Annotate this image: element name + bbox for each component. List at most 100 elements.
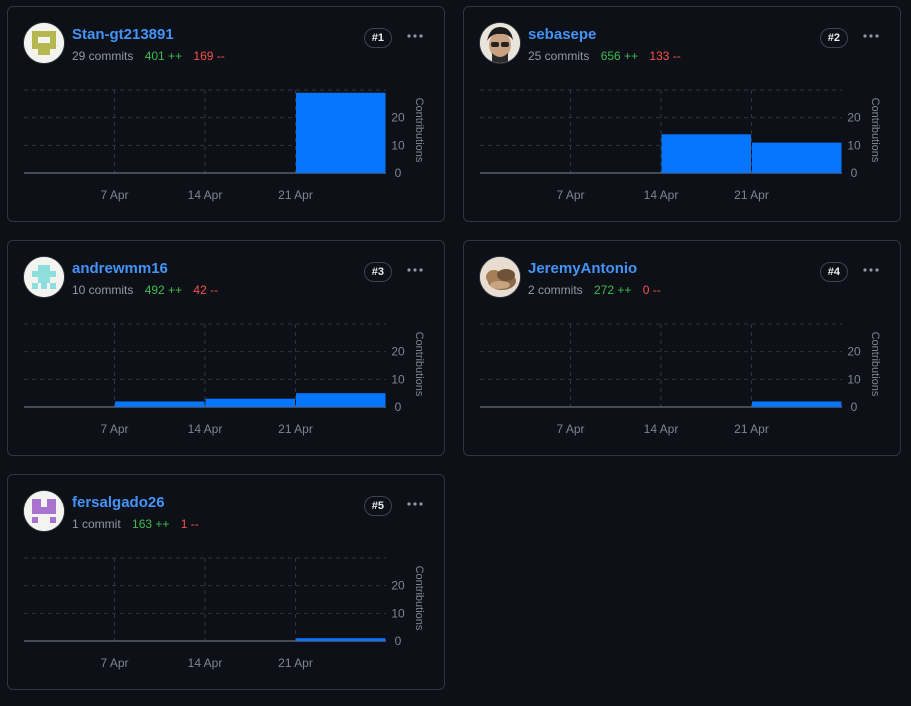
additions-count: 163 ++ <box>132 517 170 531</box>
additions-count: 656 ++ <box>600 49 639 63</box>
contributor-card: fersalgado26 1 commit 163 ++ 1 -- #5 7 A… <box>7 474 445 690</box>
x-tick-label: 21 Apr <box>278 188 313 202</box>
y-tick-label: 0 <box>395 166 402 180</box>
rank-badge: #5 <box>363 496 392 516</box>
x-tick-label: 7 Apr <box>100 656 128 670</box>
y-tick-label: 10 <box>391 606 405 620</box>
contribution-bar <box>296 393 386 407</box>
contributor-card: andrewmm16 10 commits 492 ++ 42 -- #3 7 … <box>7 240 445 456</box>
commit-count: 10 commits <box>72 283 134 297</box>
contributions-chart: 7 Apr 14 Apr 21 Apr 0 10 20 Contributions <box>24 323 425 436</box>
contributor-username[interactable]: andrewmm16 <box>72 260 168 277</box>
more-options-button[interactable] <box>400 25 430 47</box>
additions-count: 401 ++ <box>144 49 183 63</box>
identicon-cyan-icon <box>24 257 64 297</box>
y-tick-label: 0 <box>851 166 858 180</box>
user-photo-icon <box>480 23 520 63</box>
kebab-horizontal-icon <box>863 268 879 272</box>
contributor-stats: 10 commits 492 ++ 42 -- <box>72 283 218 297</box>
rank-badge: #1 <box>363 28 392 48</box>
x-tick-label: 7 Apr <box>100 188 128 202</box>
contribution-bar <box>205 398 295 407</box>
y-tick-label: 10 <box>847 372 861 386</box>
kebab-horizontal-icon <box>407 34 423 38</box>
contributor-username[interactable]: Stan-gt213891 <box>72 26 174 43</box>
contributor-card: sebasepe 25 commits 656 ++ 133 -- #2 7 A… <box>463 6 901 222</box>
contributor-stats: 2 commits 272 ++ 0 -- <box>528 283 661 297</box>
contributor-username[interactable]: JeremyAntonio <box>528 260 638 277</box>
contributor-stats: 29 commits 401 ++ 169 -- <box>72 49 225 63</box>
commit-count: 29 commits <box>72 49 134 63</box>
avatar[interactable] <box>480 23 520 63</box>
contributor-username[interactable]: sebasepe <box>528 26 597 43</box>
x-tick-label: 7 Apr <box>556 188 584 202</box>
y-axis-label: Contributions <box>869 332 881 397</box>
user-photo-icon <box>480 257 520 297</box>
additions-count: 272 ++ <box>594 283 632 297</box>
more-options-button[interactable] <box>856 25 886 47</box>
avatar[interactable] <box>24 257 64 297</box>
y-axis-label: Contributions <box>413 566 425 631</box>
contribution-bar <box>752 401 842 407</box>
kebab-horizontal-icon <box>863 34 879 38</box>
y-tick-label: 0 <box>395 634 402 648</box>
deletions-count: 133 -- <box>649 49 681 63</box>
x-tick-label: 21 Apr <box>278 422 313 436</box>
more-options-button[interactable] <box>400 493 430 515</box>
y-tick-label: 0 <box>851 400 858 414</box>
rank-badge: #2 <box>819 28 848 48</box>
x-tick-label: 7 Apr <box>556 422 584 436</box>
contribution-bar <box>296 92 386 173</box>
avatar[interactable] <box>24 491 64 531</box>
avatar[interactable] <box>24 23 64 63</box>
contributions-chart: 7 Apr 14 Apr 21 Apr 0 10 20 Contributions <box>480 89 881 202</box>
deletions-count: 0 -- <box>642 283 661 297</box>
contributions-chart: 7 Apr 14 Apr 21 Apr 0 10 20 Contributions <box>24 557 425 670</box>
x-tick-label: 14 Apr <box>644 188 679 202</box>
y-tick-label: 10 <box>391 372 405 386</box>
x-tick-label: 21 Apr <box>278 656 313 670</box>
identicon-olive-icon <box>24 23 64 63</box>
y-axis-label: Contributions <box>413 332 425 397</box>
y-tick-label: 20 <box>391 579 405 593</box>
y-tick-label: 0 <box>395 400 402 414</box>
identicon-purple-icon <box>24 491 64 531</box>
kebab-horizontal-icon <box>407 502 423 506</box>
contributor-username[interactable]: fersalgado26 <box>72 494 165 511</box>
contributions-chart: 7 Apr 14 Apr 21 Apr 0 10 20 Contributions <box>24 89 425 202</box>
y-tick-label: 20 <box>847 111 861 125</box>
contributor-stats: 1 commit 163 ++ 1 -- <box>72 517 199 531</box>
avatar[interactable] <box>480 257 520 297</box>
x-tick-label: 14 Apr <box>188 188 223 202</box>
x-tick-label: 7 Apr <box>100 422 128 436</box>
x-tick-label: 14 Apr <box>644 422 679 436</box>
rank-badge: #3 <box>363 262 392 282</box>
contributor-card: Stan-gt213891 29 commits 401 ++ 169 -- #… <box>7 6 445 222</box>
x-tick-label: 14 Apr <box>188 422 223 436</box>
contribution-bar <box>661 134 751 173</box>
deletions-count: 42 -- <box>193 283 219 297</box>
x-tick-label: 21 Apr <box>734 188 769 202</box>
y-tick-label: 20 <box>391 111 405 125</box>
contribution-bar <box>296 638 386 641</box>
deletions-count: 1 -- <box>180 517 199 531</box>
additions-count: 492 ++ <box>144 283 183 297</box>
commit-count: 2 commits <box>528 283 583 297</box>
commit-count: 1 commit <box>72 517 121 531</box>
more-options-button[interactable] <box>400 259 430 281</box>
contribution-bar <box>752 142 842 173</box>
y-tick-label: 10 <box>847 138 861 152</box>
x-tick-label: 14 Apr <box>188 656 223 670</box>
rank-badge: #4 <box>819 262 848 282</box>
x-tick-label: 21 Apr <box>734 422 769 436</box>
commit-count: 25 commits <box>528 49 590 63</box>
more-options-button[interactable] <box>856 259 886 281</box>
y-axis-label: Contributions <box>869 98 881 163</box>
contributions-chart: 7 Apr 14 Apr 21 Apr 0 10 20 Contributions <box>480 323 881 436</box>
y-tick-label: 20 <box>391 345 405 359</box>
y-tick-label: 20 <box>847 345 861 359</box>
contribution-bar <box>115 401 205 407</box>
kebab-horizontal-icon <box>407 268 423 272</box>
y-tick-label: 10 <box>391 138 405 152</box>
contributor-stats: 25 commits 656 ++ 133 -- <box>528 49 681 63</box>
